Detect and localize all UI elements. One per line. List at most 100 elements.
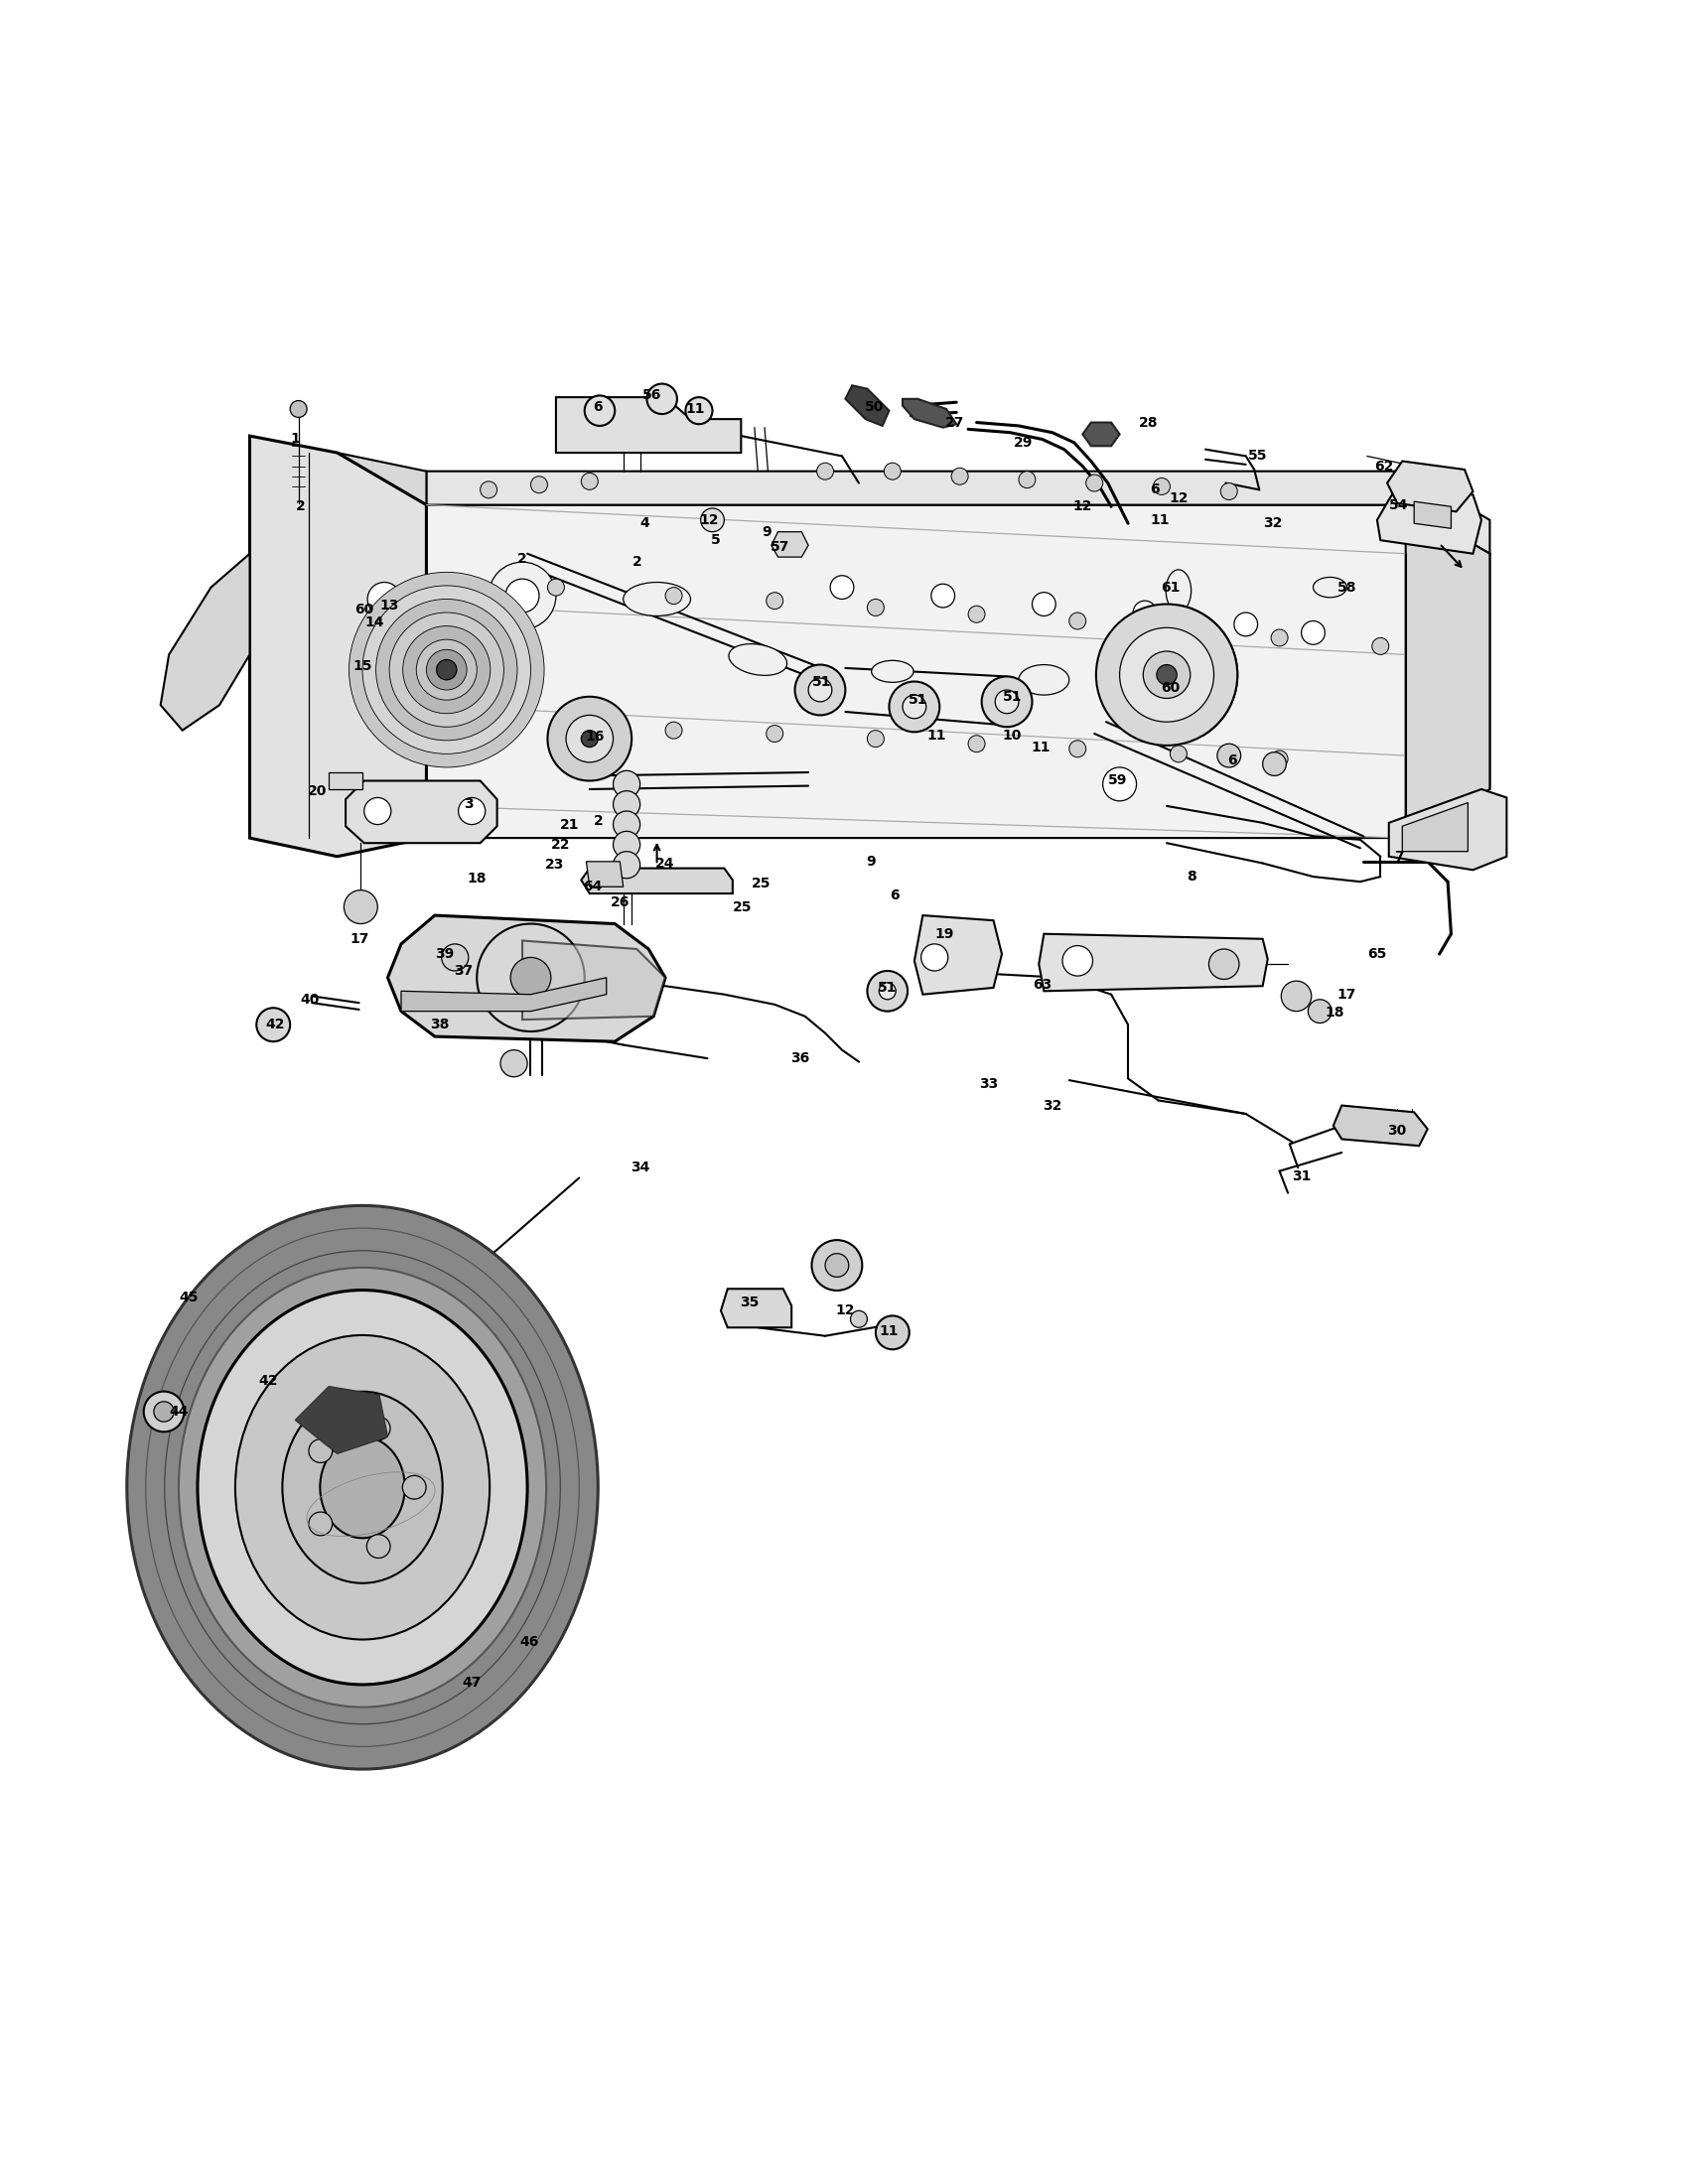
Circle shape [995,690,1019,714]
Polygon shape [460,1465,466,1492]
Text: 12: 12 [1073,500,1093,513]
Circle shape [808,679,832,701]
Polygon shape [359,1621,382,1627]
Text: 34: 34 [630,1160,650,1175]
Text: 61: 61 [1160,581,1180,594]
Polygon shape [345,1363,365,1372]
Text: 17: 17 [1337,987,1356,1002]
Circle shape [510,957,551,998]
Polygon shape [359,1612,382,1621]
Polygon shape [456,1426,468,1452]
Text: 45: 45 [180,1291,199,1304]
Polygon shape [1388,461,1474,511]
Polygon shape [401,978,606,1011]
Polygon shape [426,505,1490,839]
Polygon shape [455,1505,465,1529]
Text: 28: 28 [1138,415,1159,430]
Circle shape [241,1350,281,1389]
Text: 40: 40 [301,992,320,1007]
Circle shape [458,797,485,826]
Circle shape [376,598,517,740]
Circle shape [584,395,615,426]
Circle shape [1271,751,1288,767]
Polygon shape [461,1505,472,1533]
Circle shape [931,583,955,607]
Polygon shape [246,1439,256,1468]
Polygon shape [721,1289,791,1328]
Polygon shape [436,1391,455,1417]
Ellipse shape [236,1334,490,1640]
Text: 9: 9 [761,524,771,539]
Text: 62: 62 [1374,459,1393,474]
Polygon shape [337,452,426,505]
Text: 26: 26 [610,895,630,909]
Polygon shape [446,1542,461,1568]
Polygon shape [263,1406,280,1433]
Polygon shape [463,1422,475,1450]
Circle shape [867,729,884,747]
Polygon shape [290,1594,313,1614]
Polygon shape [249,437,426,856]
Circle shape [505,579,539,612]
Circle shape [1234,612,1258,636]
Polygon shape [392,1599,414,1614]
Text: 51: 51 [908,692,928,708]
Text: 6: 6 [1228,753,1238,767]
Polygon shape [441,1540,456,1564]
Polygon shape [253,1483,258,1511]
Circle shape [581,729,598,747]
Circle shape [921,943,948,972]
Circle shape [1209,950,1239,978]
Polygon shape [413,1361,434,1380]
Text: 1: 1 [290,432,300,446]
Polygon shape [298,1581,318,1599]
Text: 18: 18 [466,871,487,885]
Circle shape [903,695,926,719]
Circle shape [968,736,985,751]
Text: 47: 47 [461,1675,482,1690]
Polygon shape [845,384,889,426]
Polygon shape [259,1483,264,1509]
Polygon shape [466,1463,473,1492]
Circle shape [143,1391,184,1433]
Circle shape [951,467,968,485]
Circle shape [566,714,613,762]
Polygon shape [264,1564,285,1588]
Text: 65: 65 [1367,948,1386,961]
Circle shape [488,561,556,629]
Circle shape [795,664,845,714]
Text: 2: 2 [593,815,603,828]
Circle shape [547,579,564,596]
Circle shape [367,1535,391,1557]
Circle shape [1271,629,1288,646]
Polygon shape [1039,935,1268,992]
Text: 42: 42 [259,1374,278,1389]
Polygon shape [325,1607,347,1618]
Polygon shape [1415,502,1452,529]
Text: 51: 51 [812,675,832,688]
Text: 35: 35 [739,1295,759,1308]
Text: 58: 58 [1337,581,1357,594]
Circle shape [367,1417,391,1439]
Polygon shape [259,1446,269,1470]
Text: 4: 4 [640,515,650,531]
Circle shape [613,832,640,858]
Circle shape [446,579,463,596]
Text: 2: 2 [517,553,527,566]
Circle shape [344,891,377,924]
Ellipse shape [126,1206,598,1769]
Text: 11: 11 [926,729,946,743]
Polygon shape [426,1581,448,1603]
Polygon shape [1334,1105,1428,1147]
Circle shape [884,463,901,480]
Circle shape [876,1315,909,1350]
Circle shape [530,476,547,494]
Polygon shape [313,1367,335,1382]
Polygon shape [581,869,733,893]
Polygon shape [1403,804,1468,852]
Circle shape [1282,981,1312,1011]
Text: 39: 39 [436,948,455,961]
Text: 25: 25 [733,900,753,913]
Circle shape [867,598,884,616]
Circle shape [308,1439,332,1463]
